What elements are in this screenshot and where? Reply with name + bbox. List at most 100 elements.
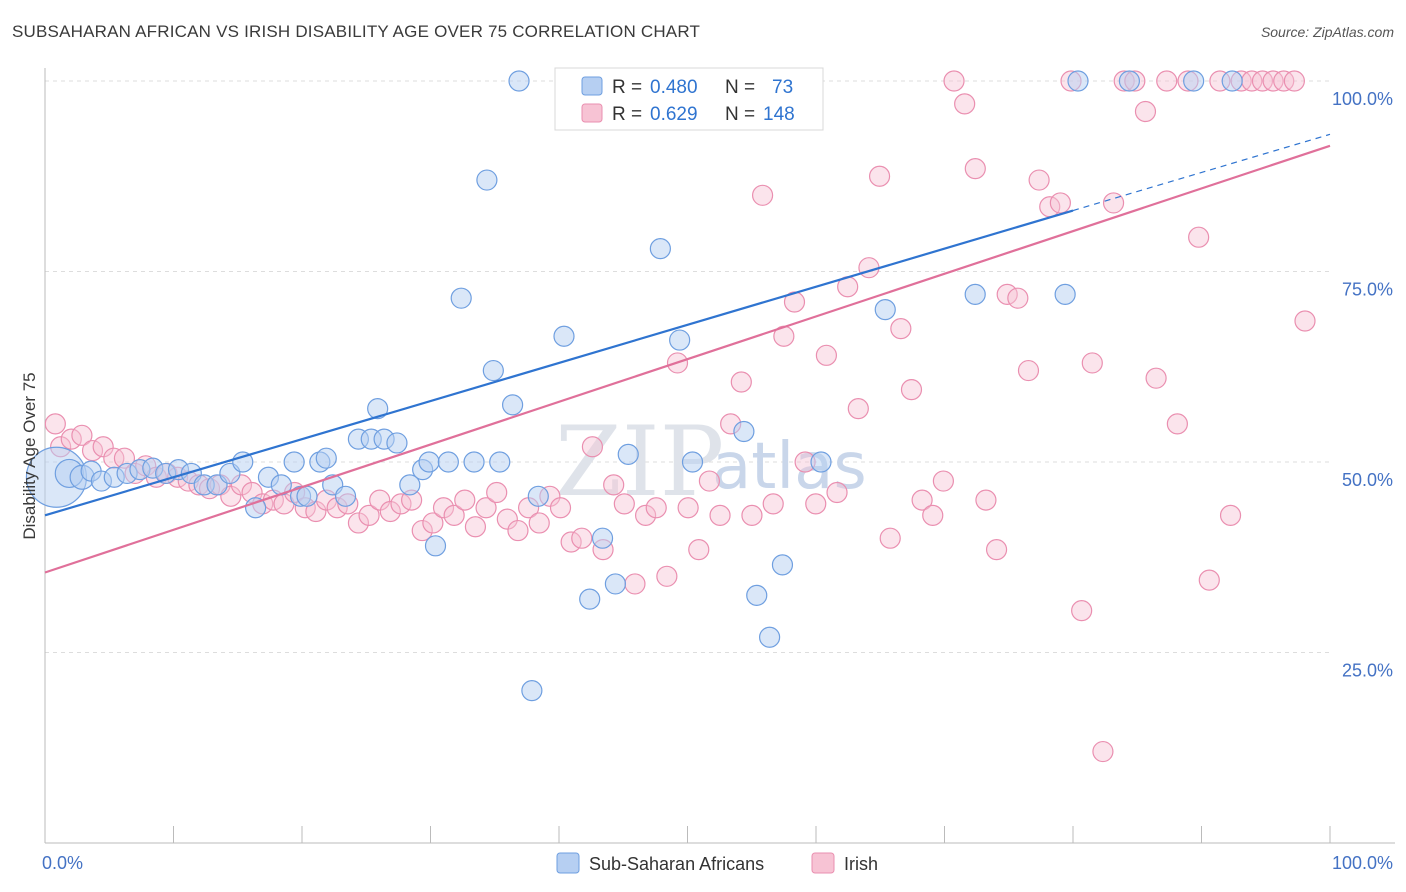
irish-point [1145,367,1167,389]
legend-n-label-pink: N = [725,104,755,125]
subsaharan-point [386,432,408,454]
irish-point [581,436,604,458]
irish-point [1017,359,1040,382]
irish-point [443,504,465,526]
irish-trend-line [44,144,1331,574]
subsaharan-point [579,588,601,610]
irish-point [1198,569,1220,591]
irish-point [645,497,667,519]
subsaharan-point [334,485,357,507]
legend-bottom-label-pink: Irish [844,854,878,874]
irish-point [422,512,444,534]
irish-point [369,489,391,511]
legend-bottom-swatch-blue [556,852,580,874]
irish-point [964,158,986,180]
y-tick-label: 75.0% [1342,280,1393,300]
irish-point [922,504,944,526]
subsaharan-point [367,398,389,420]
irish-point [858,257,880,279]
subsaharan-point [649,238,671,260]
subsaharan-trend-line [44,209,1074,517]
irish-point [1262,70,1284,92]
irish-point [549,497,572,519]
irish-point [379,500,401,523]
y-tick-label: 100.0% [1332,89,1393,109]
irish-point [698,470,721,492]
irish-point [496,508,518,530]
subsaharan-point [521,679,543,702]
irish-point [815,344,837,366]
subsaharan-point [508,70,530,92]
subsaharan-point [399,474,421,496]
subsaharan-point [874,299,896,321]
irish-point [571,527,593,549]
subsaharan-point [424,535,447,557]
y-axis-label: Disability Age Over 75 [20,372,39,539]
subsaharan-point [746,584,768,606]
irish-point [528,512,550,534]
subsaharan-point [527,485,549,507]
irish-point [900,379,923,401]
subsaharan-point [245,497,267,519]
irish-point [1156,70,1178,92]
y-tick-label: 25.0% [1342,661,1393,681]
irish-point [1134,100,1157,123]
legend-bottom: Sub-Saharan Africans Irish [556,852,878,874]
subsaharan-point [463,451,485,473]
irish-point [44,413,66,435]
irish-point [1102,192,1125,214]
irish-point [1071,599,1093,622]
legend-n-value-blue: 73 [772,77,793,98]
subsaharan-point [591,527,614,549]
irish-point [1028,169,1050,191]
irish-point [985,539,1008,561]
irish-point [613,493,635,515]
legend-r-label-pink: R = [612,104,642,125]
irish-point [347,512,370,534]
legend-r-value-blue: 0.480 [650,77,698,98]
legend-swatch-pink [581,103,603,123]
legend-n-label-blue: N = [725,77,755,98]
irish-point [432,497,455,519]
legend-bottom-swatch-pink [811,852,835,874]
irish-point [975,489,997,511]
subsaharan-point [669,329,691,351]
irish-point [751,184,774,206]
irish-point [847,398,869,420]
subsaharan-trend-extension [1072,133,1331,212]
irish-point [709,504,731,526]
irish-point [634,504,657,526]
subsaharan-point [1221,70,1243,92]
irish-point [943,70,965,92]
subsaharan-point [482,359,504,382]
irish-point [1283,70,1305,92]
subsaharan-point [553,325,575,347]
irish-point [220,485,242,507]
chart-source: Source: ZipAtlas.com [1260,24,1394,40]
subsaharan-point [681,451,704,473]
irish-point [911,489,933,511]
irish-point [688,539,710,561]
subsaharan-point [232,451,254,473]
irish-point [71,424,93,446]
subsaharan-point [604,573,627,595]
irish-point [1081,352,1103,374]
irish-point [603,474,625,496]
irish-points [44,70,1316,763]
x-tick-label: 100.0% [1332,853,1393,873]
grid-lines [45,80,1330,653]
subsaharan-point [437,451,459,473]
irish-point [411,519,433,542]
legend-top: R = 0.480 N = 73 R = 0.629 N = 148 [554,67,824,131]
y-tick-label: 50.0% [1342,470,1393,490]
subsaharan-point [489,451,511,473]
subsaharan-point [810,451,832,473]
irish-point [1007,287,1029,309]
irish-point [486,481,508,504]
irish-point [868,165,891,187]
subsaharan-point [1067,70,1089,92]
legend-r-value-pink: 0.629 [650,104,698,125]
subsaharan-point [1183,70,1205,92]
subsaharan-point [617,443,639,465]
subsaharan-point [283,451,305,473]
